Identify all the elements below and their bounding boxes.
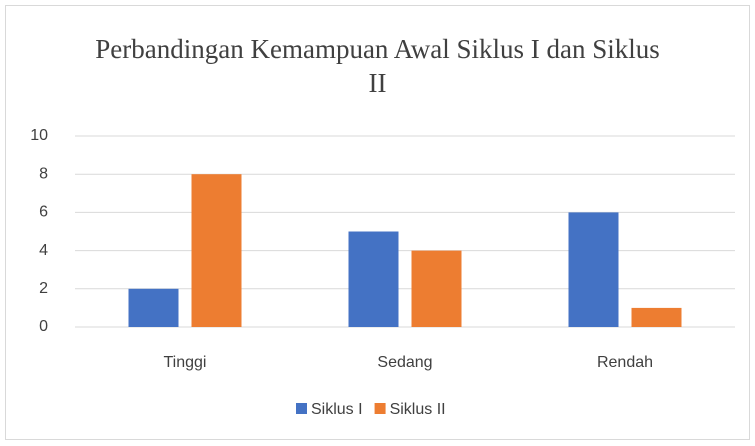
legend-label: Siklus II [390, 401, 446, 418]
bar [568, 212, 619, 327]
y-tick-label: 6 [39, 204, 48, 221]
y-tick-label: 2 [39, 280, 48, 297]
x-tick-label: Rendah [597, 354, 653, 371]
y-tick-label: 10 [30, 127, 48, 144]
y-tick-label: 4 [39, 242, 48, 259]
bar [631, 307, 682, 327]
bar [348, 231, 399, 327]
bar [191, 174, 242, 327]
y-tick-label: 0 [39, 318, 48, 335]
legend-swatch [374, 403, 386, 414]
bar [411, 250, 462, 327]
y-tick-label: 8 [39, 165, 48, 182]
chart-title: Perbandingan Kemampuan Awal Siklus I dan… [95, 34, 660, 98]
x-tick-label: Sedang [377, 354, 432, 371]
chart-border [5, 5, 750, 440]
x-tick-label: Tinggi [164, 354, 207, 371]
legend-label: Siklus I [311, 401, 363, 418]
legend-swatch [296, 403, 307, 414]
bar [128, 288, 179, 327]
